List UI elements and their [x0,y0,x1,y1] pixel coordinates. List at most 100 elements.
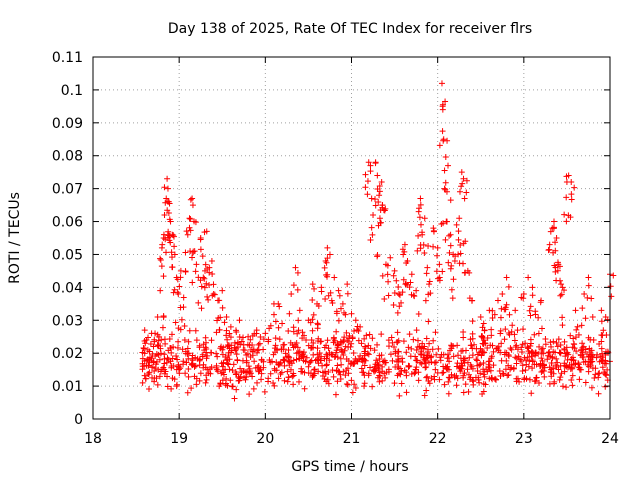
data-point [391,267,398,274]
data-point [520,290,527,297]
data-point [340,337,347,344]
data-point [442,98,449,105]
data-point-baseline [284,378,291,385]
data-point-baseline [204,366,211,373]
data-point-baseline [233,345,240,352]
data-point [461,195,468,202]
data-point-baseline [600,357,607,364]
data-point-baseline [175,338,182,345]
data-point [558,291,565,298]
data-point [367,237,374,244]
data-point-baseline [254,379,261,386]
data-point [390,272,397,279]
data-point-baseline [423,387,430,394]
data-point-baseline [552,362,559,369]
data-point [245,333,252,340]
data-point-baseline [377,373,384,380]
data-point [276,303,283,310]
data-point [441,167,448,174]
data-point-baseline [405,362,412,369]
data-point-baseline [151,338,158,345]
data-point-baseline [595,390,602,397]
data-point-baseline [445,366,452,373]
data-point-baseline [351,360,358,367]
data-point-baseline [399,355,406,362]
data-point [457,241,464,248]
data-point-baseline [287,366,294,373]
data-point-baseline [188,385,195,392]
data-point-baseline [246,342,253,349]
data-point-baseline [564,356,571,363]
data-point [447,231,454,238]
data-point [290,282,297,289]
data-point-baseline [227,377,234,384]
data-point [447,197,454,204]
data-point-baseline [407,353,414,360]
data-point-baseline [548,360,555,367]
data-point-baseline [446,358,453,365]
data-point [585,282,592,289]
data-point-baseline [349,389,356,396]
data-point-baseline [554,343,561,350]
data-point-baseline [365,342,372,349]
data-point-baseline [301,385,308,392]
data-point-baseline [139,379,146,386]
data-point [165,198,172,205]
data-point [416,214,423,221]
data-point-baseline [570,340,577,347]
data-point-baseline [324,337,331,344]
data-point [511,331,518,338]
data-point-baseline [540,350,547,357]
data-point [400,276,407,283]
data-point-baseline [414,337,421,344]
data-point-baseline [267,370,274,377]
data-point [309,281,316,288]
data-point [385,278,392,285]
data-point [538,325,545,332]
data-point [251,330,258,337]
data-point [469,318,476,325]
data-point [374,172,381,179]
data-point [353,326,360,333]
x-tick-label: 23 [515,431,533,447]
data-point-baseline [371,347,378,354]
data-point [176,283,183,290]
data-point-baseline [358,340,365,347]
data-point-baseline [592,365,599,372]
data-point-baseline [538,369,545,376]
data-point-baseline [513,360,520,367]
data-point-baseline [350,349,357,356]
data-point-baseline [241,347,248,354]
data-point-baseline [192,327,199,334]
data-point-baseline [208,337,215,344]
data-point-baseline [170,362,177,369]
data-point-baseline [391,343,398,350]
data-point-baseline [585,334,592,341]
data-point [503,274,510,281]
data-point [324,255,331,262]
data-point [587,353,594,360]
data-point-baseline [247,346,254,353]
data-point-baseline [272,342,279,349]
data-point [189,249,196,256]
data-point [384,262,391,269]
data-point [520,295,527,302]
data-point [171,286,178,293]
data-point [486,307,493,314]
data-point-baseline [465,388,472,395]
data-point [421,215,428,222]
data-point [141,345,148,352]
data-point-baseline [432,329,439,336]
y-tick-label: 0.04 [52,280,83,296]
data-point-baseline [602,383,609,390]
data-point-baseline [524,354,531,361]
data-point-baseline [426,380,433,387]
data-point-baseline [193,375,200,382]
data-point-baseline [337,355,344,362]
data-point-baseline [240,368,247,375]
data-point [546,241,553,248]
data-point [275,300,282,307]
data-point-baseline [568,376,575,383]
data-point [233,328,240,335]
